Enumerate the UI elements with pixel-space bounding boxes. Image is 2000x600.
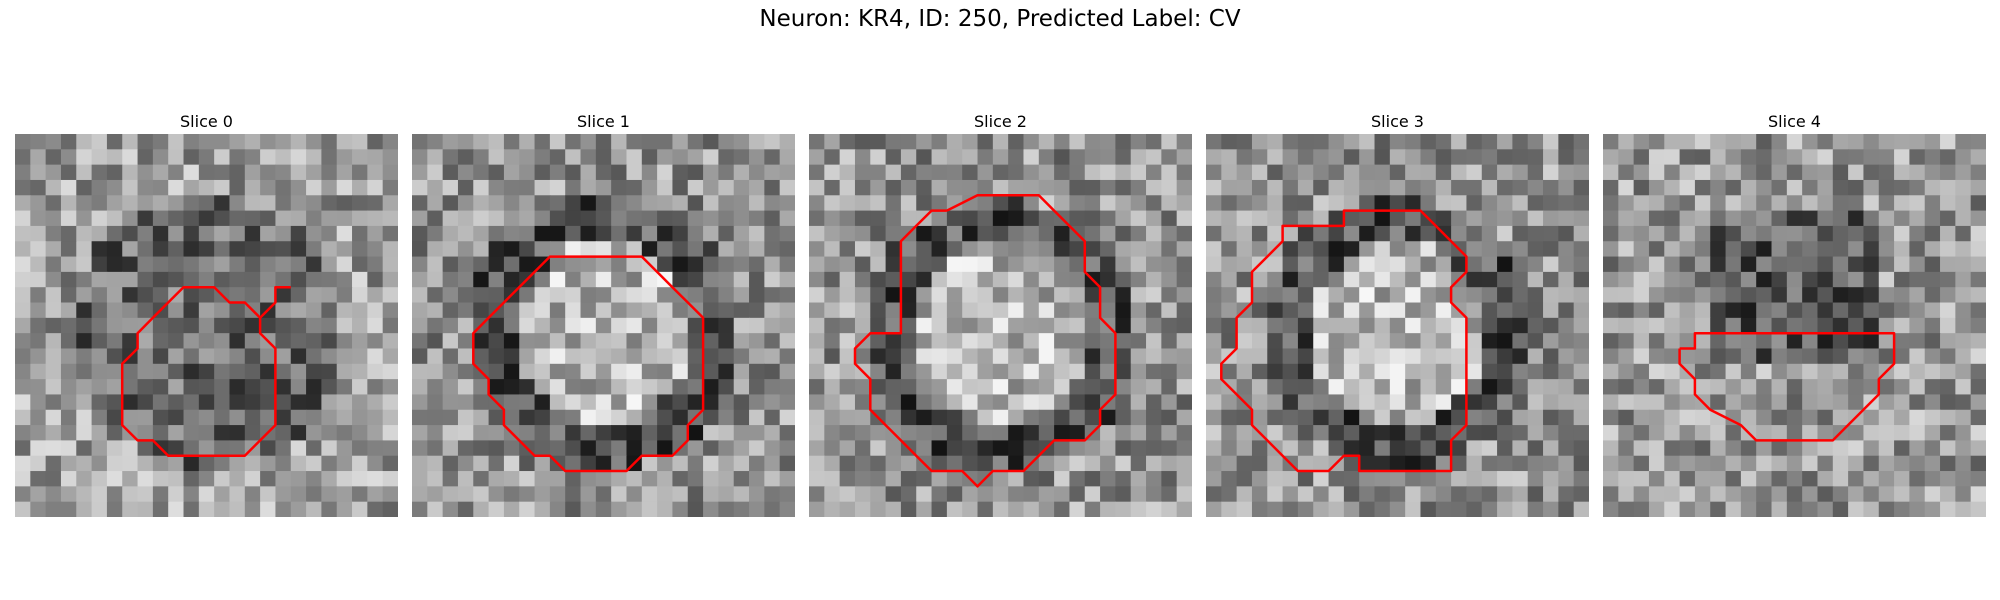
contour-outline <box>472 255 705 473</box>
contour-outline <box>853 194 1117 488</box>
slice-image-4 <box>1603 134 1986 517</box>
contour-outline <box>120 285 291 457</box>
contour-outline <box>1678 331 1896 442</box>
slice-panel-3: Slice 3 <box>1206 110 1589 517</box>
slice-title-2: Slice 2 <box>974 112 1027 131</box>
slice-panel-4: Slice 4 <box>1603 110 1986 517</box>
slice-panel-0: Slice 0 <box>15 110 398 517</box>
contour-outline <box>1220 209 1468 473</box>
slice-title-4: Slice 4 <box>1768 112 1821 131</box>
slice-title-3: Slice 3 <box>1371 112 1424 131</box>
slice-title-1: Slice 1 <box>577 112 630 131</box>
pixel-grid <box>809 134 1192 517</box>
slice-panel-1: Slice 1 <box>412 110 795 517</box>
slice-panel-2: Slice 2 <box>809 110 1192 517</box>
figure-title: Neuron: KR4, ID: 250, Predicted Label: C… <box>759 6 1241 32</box>
slice-image-1 <box>412 134 795 517</box>
pixel-grid <box>1206 134 1589 517</box>
slice-image-0 <box>15 134 398 517</box>
pixel-grid <box>15 134 398 517</box>
pixel-grid <box>412 134 795 517</box>
slice-image-2 <box>809 134 1192 517</box>
slice-title-0: Slice 0 <box>180 112 233 131</box>
pixel-grid <box>1603 134 1986 517</box>
slice-image-3 <box>1206 134 1589 517</box>
